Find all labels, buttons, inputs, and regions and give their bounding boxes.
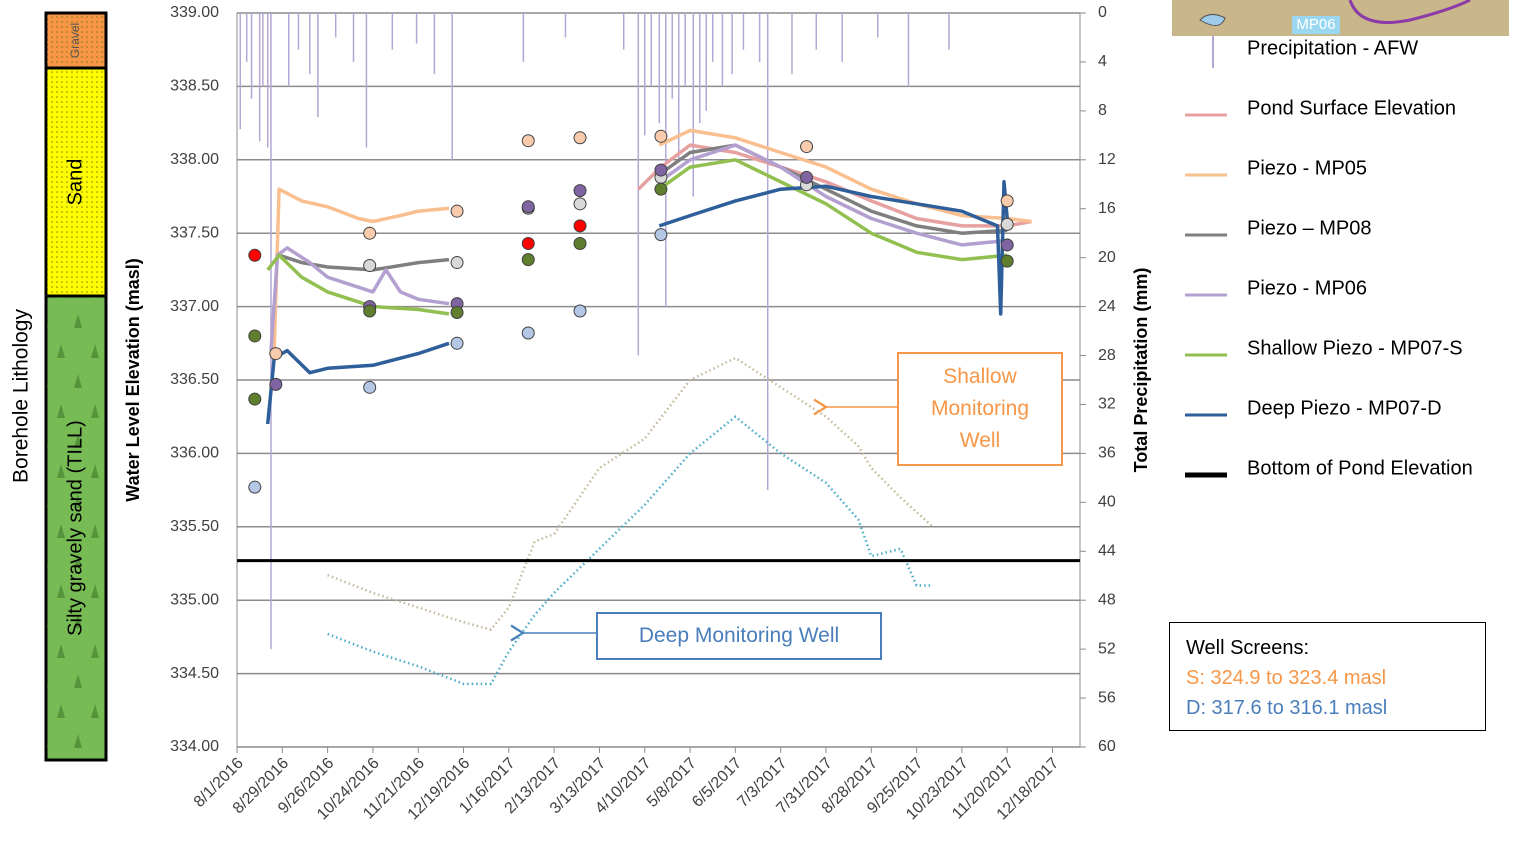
- y-tick-label: 336.00: [170, 445, 219, 462]
- manual-measurement: [522, 201, 534, 213]
- annotation: Shallow Monitoring Well: [897, 352, 1063, 466]
- manual-measurement: [364, 305, 376, 317]
- manual-measurement: [249, 249, 261, 261]
- manual-measurement: [522, 327, 534, 339]
- y2-tick-label: 40: [1098, 494, 1116, 511]
- y-tick-label: 335.50: [170, 518, 219, 535]
- manual-measurement: [574, 237, 586, 249]
- map-label: MP06: [1296, 16, 1335, 33]
- y-tick-label: 336.50: [170, 371, 219, 388]
- y2-tick-label: 20: [1098, 249, 1116, 266]
- y2-tick-label: 32: [1098, 396, 1116, 413]
- manual-measurement: [801, 141, 813, 153]
- lithology-label: Gravel: [68, 23, 82, 58]
- manual-measurement: [1001, 218, 1013, 230]
- manual-measurement: [655, 183, 667, 195]
- manual-measurement: [522, 254, 534, 266]
- legend-label: Piezo - MP06: [1247, 277, 1367, 299]
- y2-tick-label: 4: [1098, 53, 1107, 70]
- series-line: [271, 145, 1007, 351]
- y-tick-label: 334.50: [170, 665, 219, 682]
- y2-tick-label: 24: [1098, 298, 1116, 315]
- manual-measurement: [522, 135, 534, 147]
- y2-tick-label: 48: [1098, 591, 1116, 608]
- lithology-label: Silty gravely sand (TILL): [64, 420, 86, 636]
- page: {"chart_data": { "type": "line", "y_titl…: [0, 0, 1523, 849]
- legend-label: Piezo - MP05: [1247, 157, 1367, 179]
- manual-measurement: [249, 393, 261, 405]
- y2-tick-label: 8: [1098, 102, 1107, 119]
- manual-measurement: [655, 130, 667, 142]
- y2-tick-label: 16: [1098, 200, 1116, 217]
- y-tick-label: 334.00: [170, 738, 219, 755]
- manual-measurement: [655, 229, 667, 241]
- well-screen: S: 324.9 to 323.4 masl: [1186, 663, 1469, 693]
- manual-measurement: [1001, 195, 1013, 207]
- manual-measurement: [1001, 239, 1013, 251]
- manual-measurement: [270, 348, 282, 360]
- y2-tick-label: 56: [1098, 689, 1116, 706]
- manual-measurement: [574, 198, 586, 210]
- y-axis-title: Water Level Elevation (masl): [123, 258, 143, 501]
- series-line: [274, 130, 1031, 350]
- monitoring-well-line: [328, 358, 933, 630]
- manual-measurement: [451, 337, 463, 349]
- y2-axis-title: Total Precipitation (mm): [1131, 268, 1151, 473]
- y-tick-label: 339.00: [170, 4, 219, 21]
- y-tick-label: 337.00: [170, 298, 219, 315]
- manual-measurement: [451, 257, 463, 269]
- legend-label: Bottom of Pond Elevation: [1247, 457, 1473, 479]
- legend-label: Precipitation - AFW: [1247, 37, 1418, 59]
- y2-tick-label: 44: [1098, 542, 1116, 559]
- legend-label: Pond Surface Elevation: [1247, 97, 1456, 119]
- manual-measurement: [249, 481, 261, 493]
- manual-measurement: [364, 381, 376, 393]
- manual-measurement: [574, 220, 586, 232]
- manual-measurement: [364, 259, 376, 271]
- manual-measurement: [522, 237, 534, 249]
- y2-tick-label: 36: [1098, 445, 1116, 462]
- manual-measurement: [574, 185, 586, 197]
- lithology-title: Borehole Lithology: [10, 309, 33, 483]
- well-screens-box: Well Screens: S: 324.9 to 323.4 masl D: …: [1169, 622, 1486, 731]
- manual-measurement: [270, 378, 282, 390]
- manual-measurement: [451, 306, 463, 318]
- legend-label: Piezo – MP08: [1247, 217, 1372, 239]
- y2-tick-label: 0: [1098, 4, 1107, 21]
- y2-tick-label: 28: [1098, 347, 1116, 364]
- well-screens-title: Well Screens:: [1186, 633, 1469, 663]
- y2-tick-label: 60: [1098, 738, 1116, 755]
- lithology-label: Sand: [64, 159, 86, 206]
- annotation: Deep Monitoring Well: [596, 612, 882, 660]
- manual-measurement: [574, 305, 586, 317]
- y-tick-label: 338.50: [170, 78, 219, 95]
- y2-tick-label: 12: [1098, 151, 1116, 168]
- manual-measurement: [451, 205, 463, 217]
- manual-measurement: [249, 330, 261, 342]
- y2-tick-label: 52: [1098, 640, 1116, 657]
- legend-label: Deep Piezo - MP07-D: [1247, 397, 1442, 419]
- y-tick-label: 337.50: [170, 224, 219, 241]
- manual-measurement: [655, 164, 667, 176]
- y-tick-label: 338.00: [170, 151, 219, 168]
- legend-label: Shallow Piezo - MP07-S: [1247, 337, 1463, 359]
- series-line: [268, 160, 1008, 314]
- manual-measurement: [574, 132, 586, 144]
- y-tick-label: 335.00: [170, 591, 219, 608]
- well-screen: D: 317.6 to 316.1 masl: [1186, 693, 1469, 723]
- manual-measurement: [1001, 255, 1013, 267]
- manual-measurement: [801, 171, 813, 183]
- manual-measurement: [364, 227, 376, 239]
- series-line: [279, 145, 1007, 270]
- map-thumbnail: MP06: [1172, 0, 1509, 36]
